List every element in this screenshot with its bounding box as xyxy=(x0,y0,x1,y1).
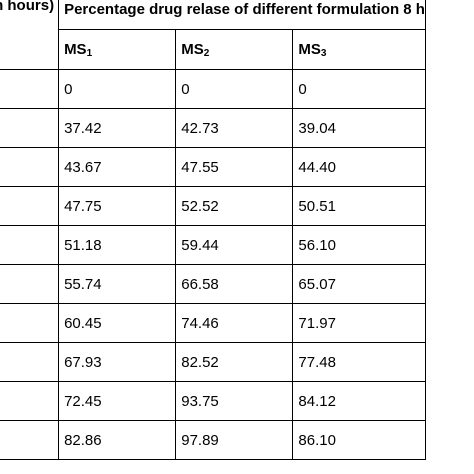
value-cell: 59.44 xyxy=(175,225,294,265)
time-header-cell: Time (in hours) xyxy=(0,0,60,70)
table-subheader-row: MS1 MS2 MS3 xyxy=(0,29,426,70)
column-header-subscript: 2 xyxy=(203,47,210,59)
table-row: 67.93 82.52 77.48 xyxy=(0,342,426,382)
table-header-row: Time (in hours) Percentage drug relase o… xyxy=(0,0,426,70)
value-cell: 47.55 xyxy=(175,147,294,187)
column-header-label: MS xyxy=(64,40,87,58)
column-header-label: MS xyxy=(181,40,204,58)
value-cell: 47.75 xyxy=(58,186,177,226)
value-cell: 56.10 xyxy=(292,225,426,265)
time-cell xyxy=(0,420,60,460)
table-row: 60.45 74.46 71.97 xyxy=(0,303,426,343)
column-header-subscript: 3 xyxy=(320,47,327,59)
column-header-ms3: MS3 xyxy=(292,29,426,70)
column-header-subscript: 1 xyxy=(86,47,93,59)
time-cell xyxy=(0,342,60,382)
value-cell: 37.42 xyxy=(58,108,177,148)
table-row: 47.75 52.52 50.51 xyxy=(0,186,426,226)
value-cell: 82.52 xyxy=(175,342,294,382)
value-cell: 67.93 xyxy=(58,342,177,382)
drug-release-table: Time (in hours) Percentage drug relase o… xyxy=(0,0,426,460)
time-cell xyxy=(0,147,60,187)
column-header-label: MS xyxy=(298,40,321,58)
value-cell: 42.73 xyxy=(175,108,294,148)
time-header-label: Time (in hours) xyxy=(0,0,55,14)
table-row: 72.45 93.75 84.12 xyxy=(0,381,426,421)
value-cell: 55.74 xyxy=(58,264,177,304)
value-cell: 84.12 xyxy=(292,381,426,421)
value-cell: 0 xyxy=(175,69,294,109)
value-cell: 0 xyxy=(58,69,177,109)
column-header-ms1: MS1 xyxy=(58,29,177,70)
value-cell: 43.67 xyxy=(58,147,177,187)
table-row: 37.42 42.73 39.04 xyxy=(0,108,426,148)
time-cell xyxy=(0,225,60,265)
value-cell: 66.58 xyxy=(175,264,294,304)
value-cell: 50.51 xyxy=(292,186,426,226)
value-cell: 51.18 xyxy=(58,225,177,265)
table-row: 43.67 47.55 44.40 xyxy=(0,147,426,187)
value-cell: 74.46 xyxy=(175,303,294,343)
value-cell: 72.45 xyxy=(58,381,177,421)
value-cell: 39.04 xyxy=(292,108,426,148)
value-cell: 60.45 xyxy=(58,303,177,343)
time-cell xyxy=(0,303,60,343)
value-cell: 0 xyxy=(292,69,426,109)
value-cell: 93.75 xyxy=(175,381,294,421)
table-row: 82.86 97.89 86.10 xyxy=(0,420,426,460)
value-cell: 71.97 xyxy=(292,303,426,343)
value-cell: 97.89 xyxy=(175,420,294,460)
time-cell xyxy=(0,108,60,148)
group-header-cell: Percentage drug relase of different form… xyxy=(58,0,426,30)
value-cell: 82.86 xyxy=(58,420,177,460)
group-header-label: Percentage drug relase of different form… xyxy=(64,0,425,18)
column-header-ms2: MS2 xyxy=(175,29,294,70)
table-row: 55.74 66.58 65.07 xyxy=(0,264,426,304)
value-cell: 52.52 xyxy=(175,186,294,226)
value-cell: 86.10 xyxy=(292,420,426,460)
time-cell xyxy=(0,264,60,304)
time-cell xyxy=(0,69,60,109)
value-cell: 44.40 xyxy=(292,147,426,187)
value-cell: 65.07 xyxy=(292,264,426,304)
value-cell: 77.48 xyxy=(292,342,426,382)
time-cell xyxy=(0,186,60,226)
table-row: 51.18 59.44 56.10 xyxy=(0,225,426,265)
time-cell xyxy=(0,381,60,421)
